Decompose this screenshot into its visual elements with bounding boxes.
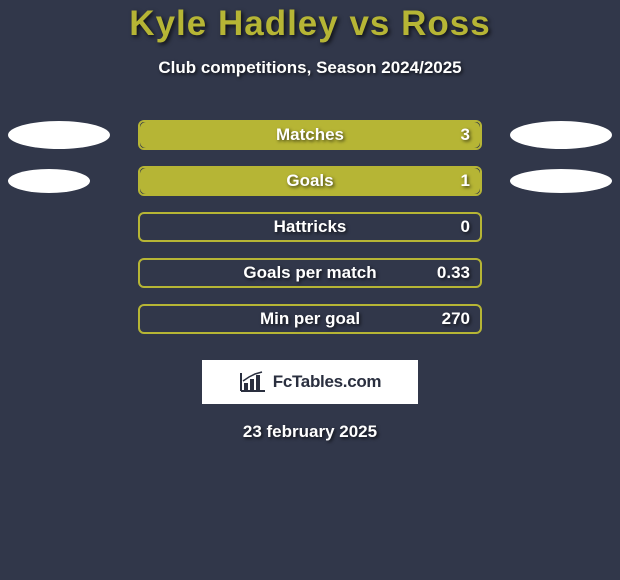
stat-row: Hattricks 0 bbox=[0, 212, 620, 242]
ellipse-icon bbox=[8, 169, 90, 193]
stat-bar: Goals 1 bbox=[138, 166, 482, 196]
stat-label: Goals per match bbox=[243, 263, 376, 283]
brand-box: FcTables.com bbox=[202, 360, 418, 404]
date-text: 23 february 2025 bbox=[0, 422, 620, 442]
stat-value: 270 bbox=[442, 309, 470, 329]
ellipse-icon bbox=[510, 121, 612, 149]
ellipse-icon bbox=[8, 121, 110, 149]
brand-text: FcTables.com bbox=[273, 372, 382, 392]
stat-value: 1 bbox=[461, 171, 470, 191]
stat-label: Min per goal bbox=[260, 309, 360, 329]
stat-value: 0 bbox=[461, 217, 470, 237]
stat-value: 0.33 bbox=[437, 263, 470, 283]
page-title: Kyle Hadley vs Ross bbox=[0, 4, 620, 44]
stat-label: Goals bbox=[286, 171, 333, 191]
stat-value: 3 bbox=[461, 125, 470, 145]
stat-row: Min per goal 270 bbox=[0, 304, 620, 334]
ellipse-icon bbox=[510, 169, 612, 193]
bar-chart-icon bbox=[239, 371, 267, 393]
stat-row: Matches 3 bbox=[0, 120, 620, 150]
stat-bar: Matches 3 bbox=[138, 120, 482, 150]
stat-row: Goals 1 bbox=[0, 166, 620, 196]
stat-label: Matches bbox=[276, 125, 344, 145]
stat-bar: Min per goal 270 bbox=[138, 304, 482, 334]
stats-container: Matches 3 Goals 1 Hattricks 0 Goals per match 0… bbox=[0, 120, 620, 334]
page-root: Kyle Hadley vs Ross Club competitions, S… bbox=[0, 0, 620, 580]
stat-bar: Goals per match 0.33 bbox=[138, 258, 482, 288]
stat-row: Goals per match 0.33 bbox=[0, 258, 620, 288]
stat-label: Hattricks bbox=[274, 217, 347, 237]
page-subtitle: Club competitions, Season 2024/2025 bbox=[0, 58, 620, 78]
stat-bar: Hattricks 0 bbox=[138, 212, 482, 242]
